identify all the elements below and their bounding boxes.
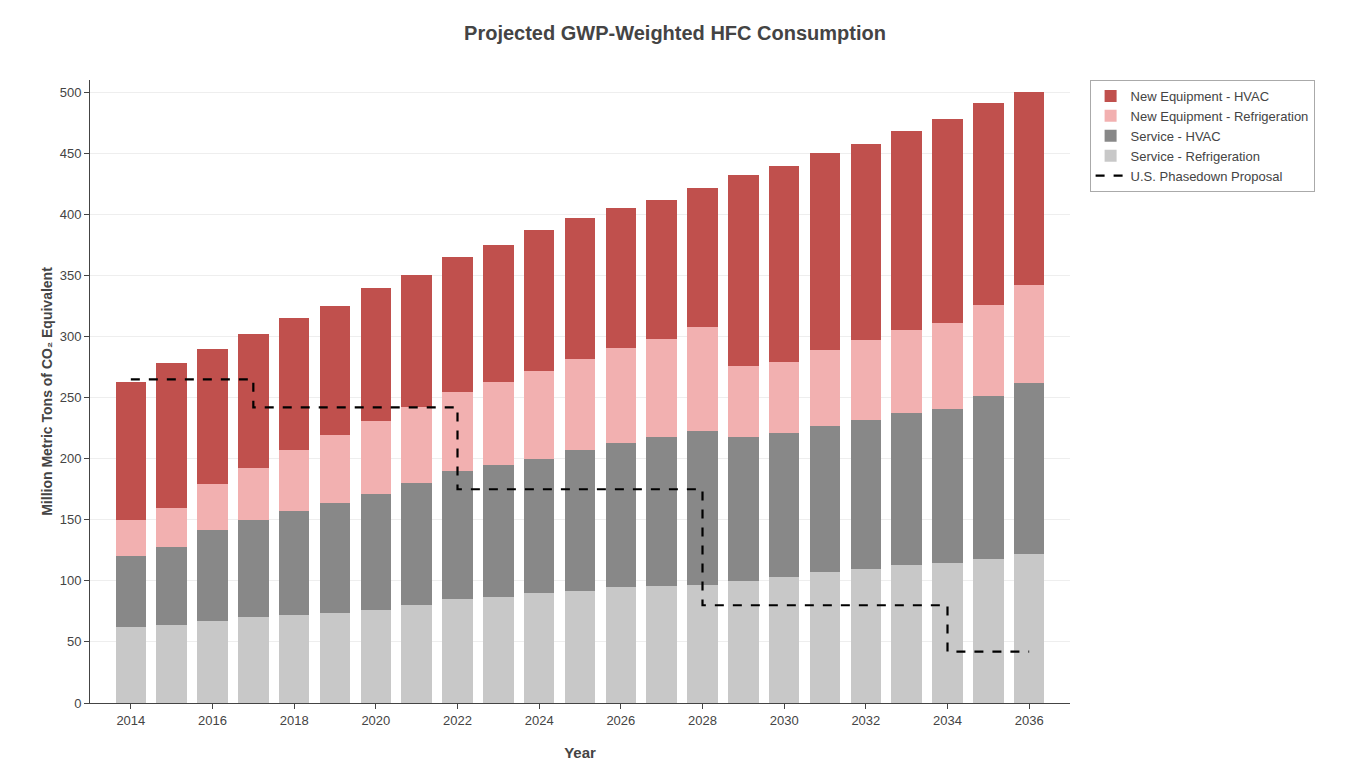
svg-text:New Equipment - HVAC: New Equipment - HVAC <box>1131 89 1269 104</box>
svg-text:2036: 2036 <box>1015 713 1044 728</box>
svg-text:200: 200 <box>60 451 82 466</box>
svg-text:50: 50 <box>67 634 81 649</box>
svg-text:400: 400 <box>60 207 82 222</box>
svg-text:150: 150 <box>60 512 82 527</box>
svg-text:2032: 2032 <box>851 713 880 728</box>
svg-text:Projected GWP-Weighted HFC Con: Projected GWP-Weighted HFC Consumption <box>464 22 886 44</box>
svg-text:500: 500 <box>60 85 82 100</box>
svg-text:2028: 2028 <box>688 713 717 728</box>
svg-text:2018: 2018 <box>280 713 309 728</box>
svg-text:Million Metric Tons of CO₂ Equ: Million Metric Tons of CO₂ Equivalent <box>39 267 55 516</box>
svg-text:450: 450 <box>60 146 82 161</box>
svg-text:Year: Year <box>564 744 596 761</box>
svg-text:New Equipment - Refrigeration: New Equipment - Refrigeration <box>1131 109 1309 124</box>
svg-text:Service - Refrigeration: Service - Refrigeration <box>1131 149 1260 164</box>
svg-text:0: 0 <box>74 696 81 711</box>
svg-text:100: 100 <box>60 573 82 588</box>
svg-text:U.S. Phasedown Proposal: U.S. Phasedown Proposal <box>1131 169 1283 184</box>
svg-text:2016: 2016 <box>198 713 227 728</box>
svg-text:350: 350 <box>60 268 82 283</box>
svg-text:2014: 2014 <box>116 713 145 728</box>
svg-text:300: 300 <box>60 329 82 344</box>
svg-text:250: 250 <box>60 390 82 405</box>
svg-text:2022: 2022 <box>443 713 472 728</box>
svg-text:2020: 2020 <box>361 713 390 728</box>
svg-text:Service - HVAC: Service - HVAC <box>1131 129 1221 144</box>
svg-text:2030: 2030 <box>770 713 799 728</box>
svg-text:2024: 2024 <box>525 713 554 728</box>
svg-text:2034: 2034 <box>933 713 962 728</box>
svg-text:2026: 2026 <box>606 713 635 728</box>
